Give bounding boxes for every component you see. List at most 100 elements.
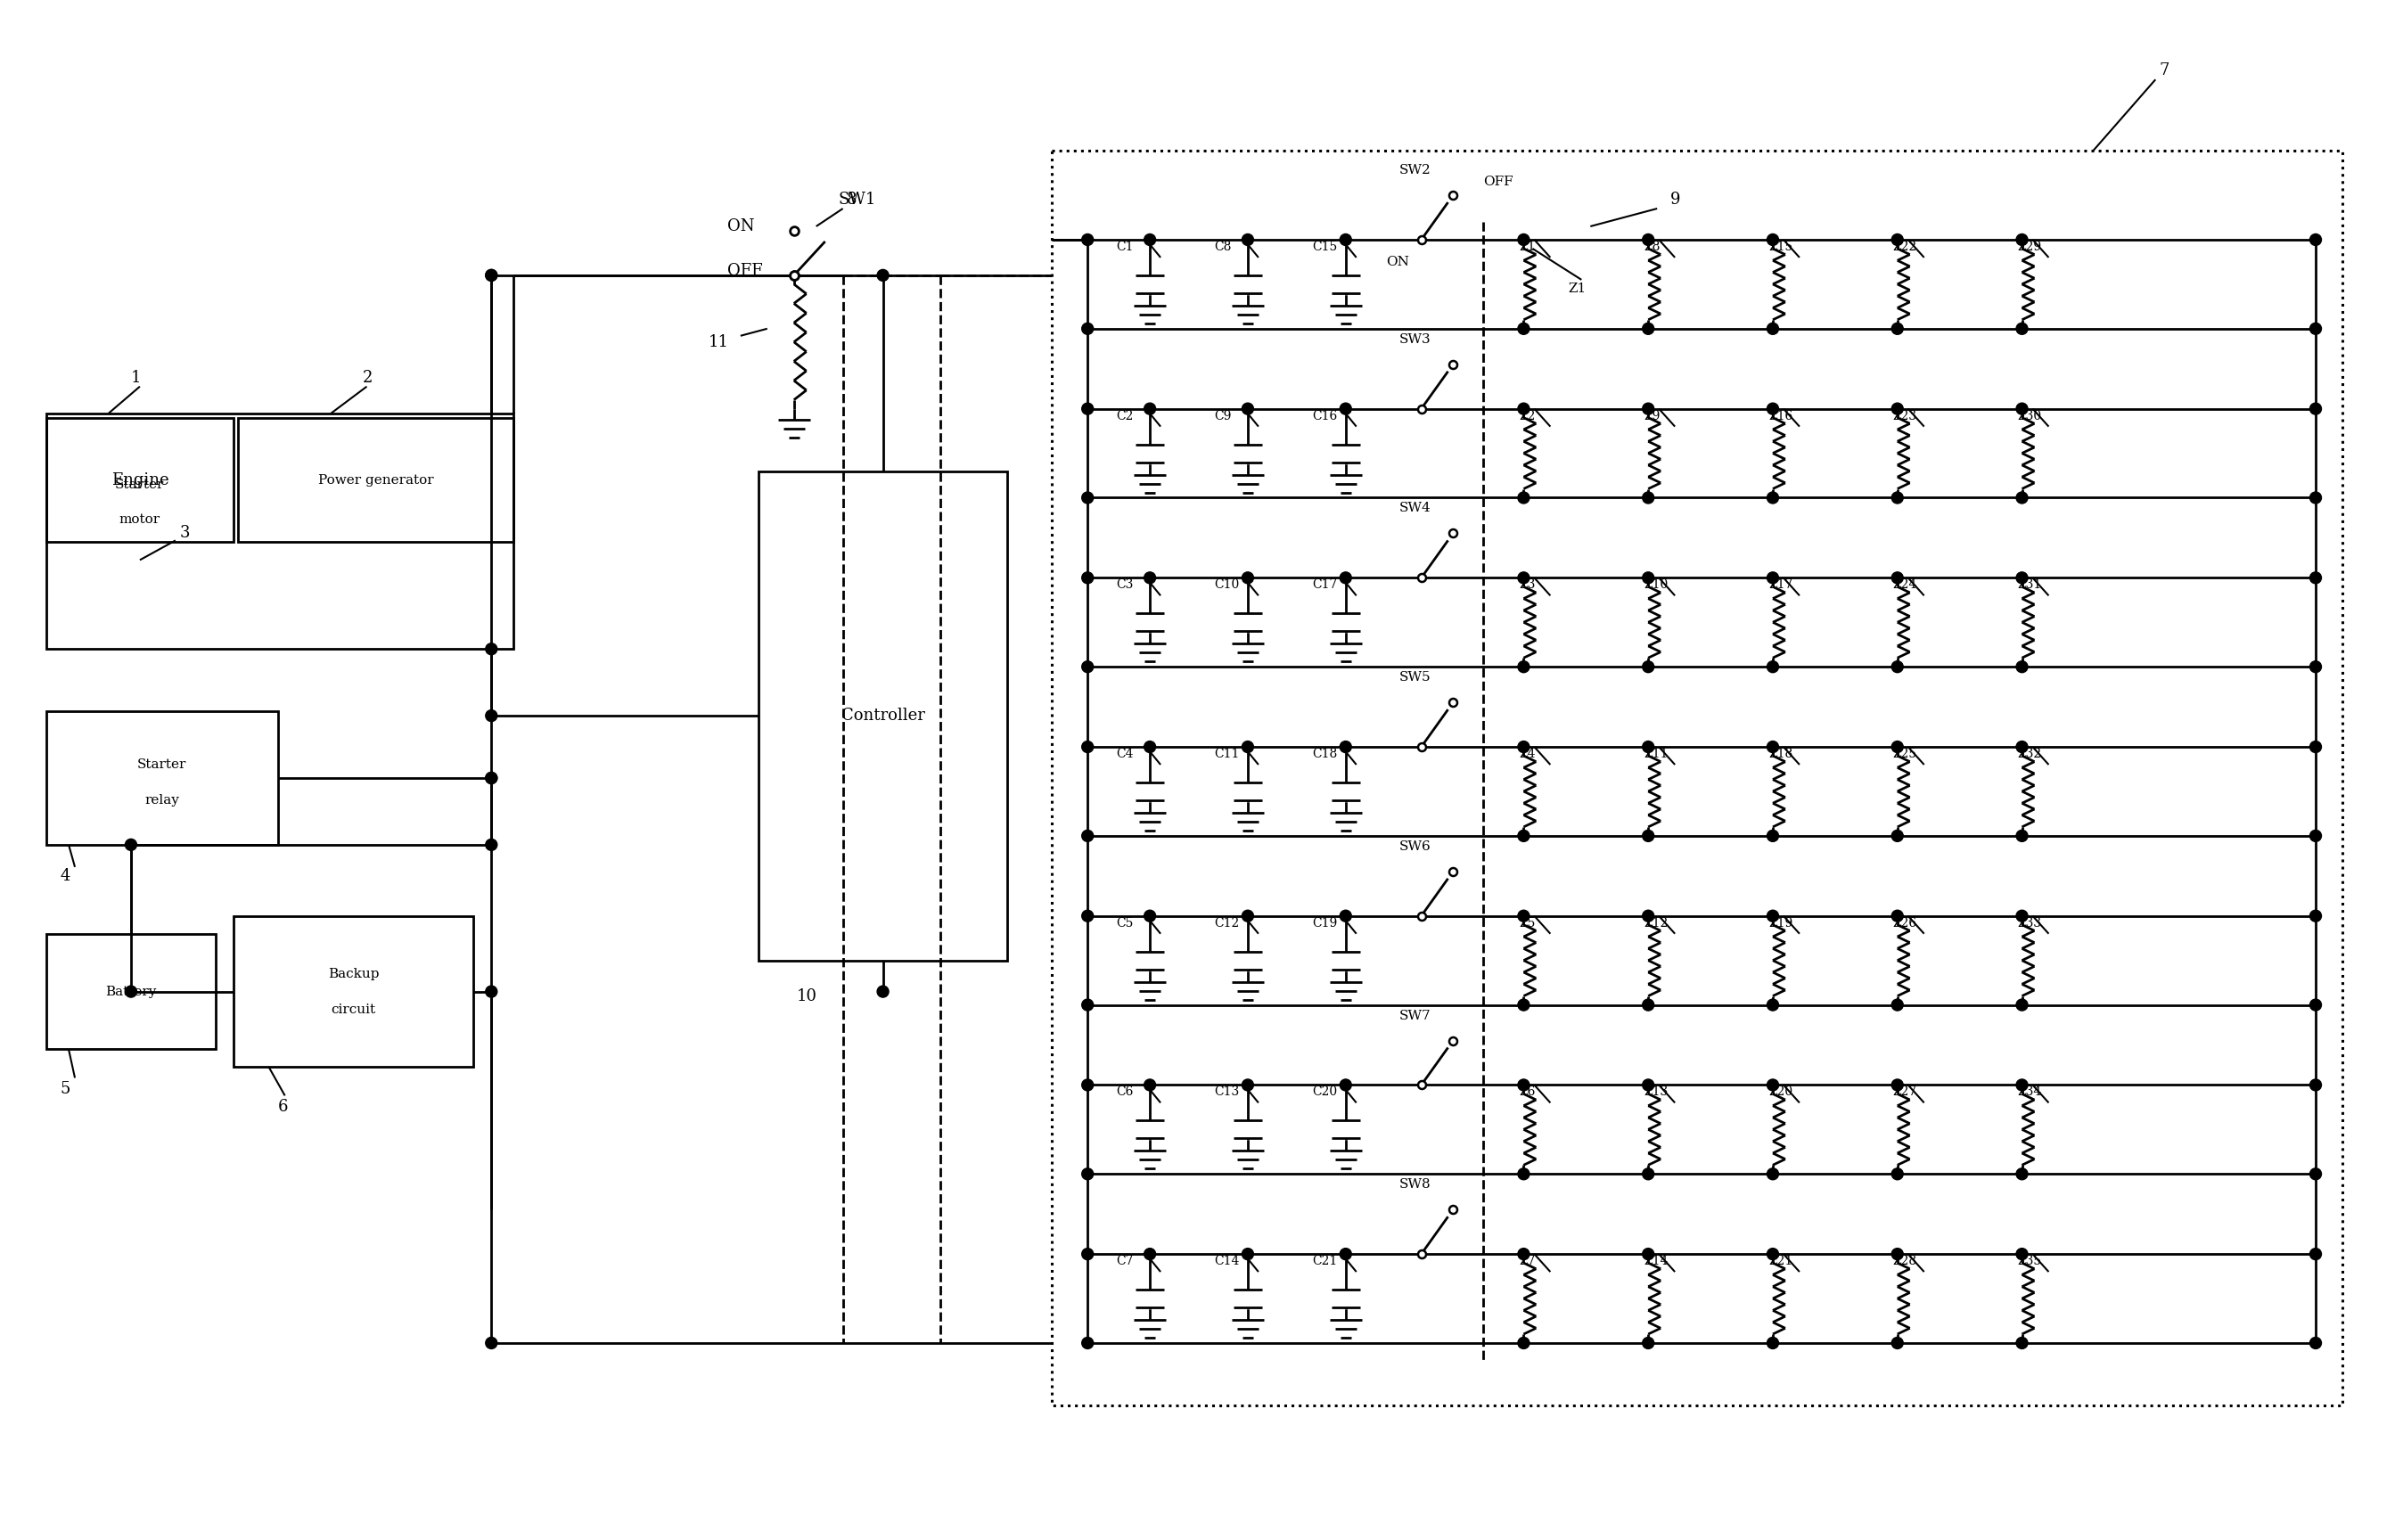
Text: Z9: Z9 (1644, 410, 1660, 422)
Circle shape (2016, 1337, 2028, 1349)
Text: 3: 3 (180, 525, 190, 542)
Text: C15: C15 (1312, 240, 1336, 253)
Circle shape (1766, 234, 1778, 245)
Circle shape (1519, 1169, 1528, 1180)
Circle shape (1641, 1337, 1653, 1349)
Circle shape (1766, 1080, 1778, 1090)
Circle shape (1081, 323, 1093, 334)
Text: SW3: SW3 (1399, 333, 1430, 345)
Bar (238, 417, 514, 542)
Text: SW2: SW2 (1399, 165, 1430, 177)
Circle shape (2309, 323, 2321, 334)
Text: C6: C6 (1115, 1086, 1134, 1098)
Circle shape (1519, 741, 1528, 753)
Circle shape (1081, 999, 1093, 1010)
Text: motor: motor (120, 514, 161, 527)
Circle shape (485, 839, 497, 850)
Circle shape (1519, 491, 1528, 504)
Text: Z20: Z20 (1769, 1086, 1793, 1098)
Circle shape (1519, 403, 1528, 414)
Bar (46, 933, 216, 1049)
Circle shape (1081, 1080, 1093, 1090)
Text: C9: C9 (1214, 410, 1230, 422)
Circle shape (2016, 830, 2028, 842)
Circle shape (1519, 1249, 1528, 1260)
Text: 11: 11 (709, 334, 728, 350)
Circle shape (1641, 661, 1653, 673)
Circle shape (1641, 323, 1653, 334)
Text: circuit: circuit (332, 1003, 375, 1015)
Text: C11: C11 (1214, 748, 1240, 761)
Text: ON: ON (728, 219, 755, 234)
Text: 6: 6 (279, 1100, 288, 1115)
Circle shape (1519, 323, 1528, 334)
Circle shape (1891, 234, 1903, 245)
Circle shape (125, 986, 137, 998)
Circle shape (2016, 491, 2028, 504)
Circle shape (1341, 403, 1350, 414)
Circle shape (2016, 403, 2028, 414)
Text: Z1: Z1 (1569, 282, 1586, 294)
Circle shape (2309, 661, 2321, 673)
Text: Z12: Z12 (1644, 916, 1668, 929)
Text: Z2: Z2 (1519, 410, 1536, 422)
Text: Z5: Z5 (1519, 916, 1536, 929)
Circle shape (1766, 1169, 1778, 1180)
Circle shape (1519, 571, 1528, 584)
Circle shape (1766, 999, 1778, 1010)
Circle shape (1081, 830, 1093, 842)
Circle shape (1242, 1080, 1254, 1090)
Circle shape (1641, 234, 1653, 245)
Circle shape (1766, 403, 1778, 414)
Text: Battery: Battery (106, 986, 156, 998)
Circle shape (2016, 741, 2028, 753)
Circle shape (1144, 910, 1156, 922)
Circle shape (485, 644, 497, 654)
Text: SW1: SW1 (839, 191, 877, 208)
Circle shape (1641, 830, 1653, 842)
Circle shape (1519, 661, 1528, 673)
Text: 2: 2 (363, 370, 372, 385)
Text: SW5: SW5 (1399, 671, 1430, 684)
Circle shape (1891, 491, 1903, 504)
Bar (46, 413, 514, 648)
Text: Z31: Z31 (2019, 579, 2043, 591)
Circle shape (1891, 910, 1903, 922)
Text: Z16: Z16 (1769, 410, 1793, 422)
Circle shape (2309, 1169, 2321, 1180)
Text: Z10: Z10 (1644, 579, 1668, 591)
Circle shape (1891, 1337, 1903, 1349)
Text: 10: 10 (798, 989, 817, 1004)
Circle shape (1641, 741, 1653, 753)
Circle shape (1766, 661, 1778, 673)
Circle shape (1341, 234, 1350, 245)
Circle shape (1891, 323, 1903, 334)
Text: Z23: Z23 (1894, 410, 1918, 422)
Circle shape (1891, 661, 1903, 673)
Text: Z22: Z22 (1894, 240, 1918, 253)
Circle shape (485, 986, 497, 998)
Circle shape (1641, 1249, 1653, 1260)
Circle shape (1641, 910, 1653, 922)
Circle shape (1766, 910, 1778, 922)
Text: OFF: OFF (1483, 176, 1514, 188)
Text: Z33: Z33 (2019, 916, 2043, 929)
Circle shape (2309, 741, 2321, 753)
Text: C18: C18 (1312, 748, 1336, 761)
Circle shape (1242, 1249, 1254, 1260)
Circle shape (125, 839, 137, 850)
Circle shape (1891, 830, 1903, 842)
Circle shape (2016, 323, 2028, 334)
Text: C2: C2 (1115, 410, 1134, 422)
Circle shape (877, 270, 889, 282)
Text: 5: 5 (60, 1081, 70, 1098)
Circle shape (2016, 234, 2028, 245)
Text: Starter: Starter (137, 758, 187, 772)
Circle shape (1081, 571, 1093, 584)
Text: Starter: Starter (115, 477, 163, 491)
Text: Z35: Z35 (2019, 1255, 2043, 1267)
Circle shape (1891, 403, 1903, 414)
Text: Z34: Z34 (2019, 1086, 2043, 1098)
Text: 1: 1 (132, 370, 142, 385)
Text: C10: C10 (1214, 579, 1240, 591)
